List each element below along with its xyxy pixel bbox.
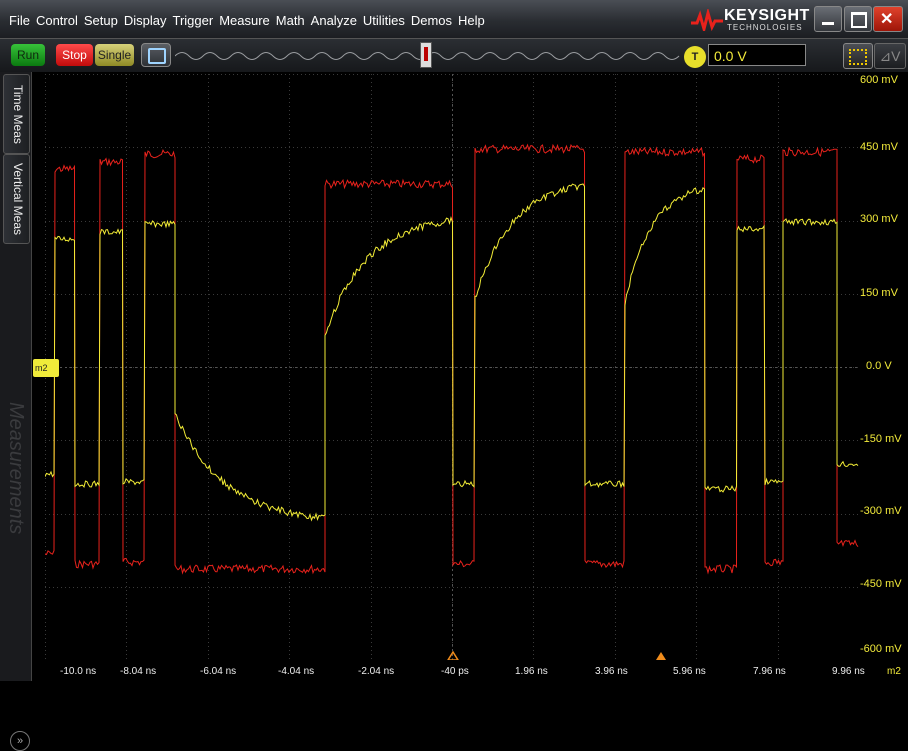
x-label: 9.96 ns xyxy=(832,666,865,677)
trigger-position-marker[interactable] xyxy=(420,42,432,68)
menu-control[interactable]: Control xyxy=(35,13,78,28)
title-bar: File Control Setup Display Trigger Measu… xyxy=(0,0,908,39)
y-label: -450 mV xyxy=(860,578,902,590)
m2-channel-marker[interactable]: m2 xyxy=(33,359,59,377)
x-unit-label: m2 xyxy=(887,666,901,677)
measurements-watermark: Measurements xyxy=(5,402,27,535)
y-label: 300 mV xyxy=(860,213,898,225)
run-label: Run xyxy=(16,48,39,62)
menu-utilities[interactable]: Utilities xyxy=(362,13,405,28)
yellow-waveform-trace xyxy=(45,183,859,522)
y-label: -600 mV xyxy=(860,643,902,655)
menu-file[interactable]: File xyxy=(9,13,30,28)
close-button[interactable] xyxy=(873,6,903,32)
brand-name: KEYSIGHT xyxy=(724,7,810,24)
x-label: 5.96 ns xyxy=(673,666,706,677)
x-label: -6.04 ns xyxy=(200,666,237,677)
x-label: -40 ps xyxy=(441,666,469,677)
x-label: -2.04 ns xyxy=(358,666,395,677)
y-label: -150 mV xyxy=(860,433,902,445)
menu-analyze[interactable]: Analyze xyxy=(310,13,357,28)
waveform-display[interactable] xyxy=(45,74,859,660)
menu-demos[interactable]: Demos xyxy=(410,13,453,28)
side-tab-strip: Time Meas Vertical Meas Measurements » xyxy=(0,72,32,751)
trigger-level-field[interactable]: 0.0 V xyxy=(708,44,806,66)
x-label: 7.96 ns xyxy=(753,666,786,677)
trigger-time-marker xyxy=(447,650,459,660)
red-waveform-trace xyxy=(45,143,859,575)
stop-button[interactable]: Stop xyxy=(56,44,93,66)
single-button[interactable]: Single xyxy=(95,44,134,66)
keysight-logo: KEYSIGHT TECHNOLOGIES xyxy=(690,7,812,32)
y-label: 600 mV xyxy=(860,74,898,86)
trigger-icon[interactable]: T xyxy=(684,46,706,68)
tab-vertical-meas[interactable]: Vertical Meas xyxy=(3,154,30,244)
expand-panel-button[interactable]: » xyxy=(10,731,30,751)
x-label: -4.04 ns xyxy=(278,666,315,677)
menu-trigger[interactable]: Trigger xyxy=(172,13,214,28)
measure-icon[interactable]: ⊿V xyxy=(874,43,906,69)
menu-math[interactable]: Math xyxy=(275,13,305,28)
menu-bar: File Control Setup Display Trigger Measu… xyxy=(6,13,488,28)
y-label: 450 mV xyxy=(860,141,898,153)
y-label: -300 mV xyxy=(860,505,902,517)
x-label: 3.96 ns xyxy=(595,666,628,677)
minimize-button[interactable] xyxy=(814,6,842,32)
y-label: 150 mV xyxy=(860,287,898,299)
reference-marker xyxy=(656,652,666,660)
tab-time-meas[interactable]: Time Meas xyxy=(3,74,30,154)
menu-help[interactable]: Help xyxy=(458,13,485,28)
menu-measure[interactable]: Measure xyxy=(219,13,270,28)
keysight-wave-icon xyxy=(691,9,723,31)
maximize-button[interactable] xyxy=(844,6,872,32)
run-button[interactable]: Run xyxy=(11,44,45,66)
menu-setup[interactable]: Setup xyxy=(83,13,118,28)
x-label: 1.96 ns xyxy=(515,666,548,677)
autoscale-button[interactable] xyxy=(141,43,171,67)
x-label: -8.04 ns xyxy=(120,666,157,677)
menu-display[interactable]: Display xyxy=(123,13,167,28)
y-label: 0.0 V xyxy=(866,360,892,372)
brand-sub: TECHNOLOGIES xyxy=(727,23,803,32)
x-label: -10.0 ns xyxy=(60,666,97,677)
zoom-icon[interactable] xyxy=(843,43,873,69)
